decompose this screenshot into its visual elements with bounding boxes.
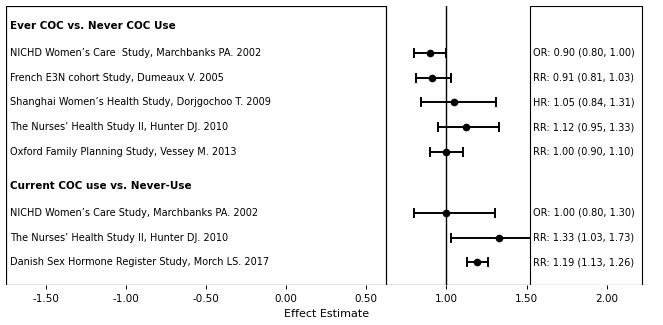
Text: RR: 1.12 (0.95, 1.33): RR: 1.12 (0.95, 1.33): [533, 122, 634, 132]
Text: Ever COC vs. Never COC Use: Ever COC vs. Never COC Use: [11, 21, 176, 31]
Text: Danish Sex Hormone Register Study, Morch LS. 2017: Danish Sex Hormone Register Study, Morch…: [11, 257, 269, 267]
Text: OR: 0.90 (0.80, 1.00): OR: 0.90 (0.80, 1.00): [533, 48, 634, 58]
Text: RR: 0.91 (0.81, 1.03): RR: 0.91 (0.81, 1.03): [533, 72, 634, 83]
Text: RR: 1.19 (1.13, 1.26): RR: 1.19 (1.13, 1.26): [533, 257, 634, 267]
Text: RR: 1.33 (1.03, 1.73): RR: 1.33 (1.03, 1.73): [533, 233, 634, 242]
Text: NICHD Women’s Care  Study, Marchbanks PA. 2002: NICHD Women’s Care Study, Marchbanks PA.…: [11, 48, 262, 58]
Text: French E3N cohort Study, Dumeaux V. 2005: French E3N cohort Study, Dumeaux V. 2005: [11, 72, 224, 83]
Text: OR: 1.00 (0.80, 1.30): OR: 1.00 (0.80, 1.30): [533, 208, 634, 218]
Text: The Nurses’ Health Study II, Hunter DJ. 2010: The Nurses’ Health Study II, Hunter DJ. …: [11, 233, 229, 242]
Text: HR: 1.05 (0.84, 1.31): HR: 1.05 (0.84, 1.31): [533, 98, 634, 107]
Text: RR: 1.00 (0.90, 1.10): RR: 1.00 (0.90, 1.10): [533, 147, 634, 157]
Bar: [5, 6, 386, 285]
Text: NICHD Women’s Care Study, Marchbanks PA. 2002: NICHD Women’s Care Study, Marchbanks PA.…: [11, 208, 259, 218]
Text: Oxford Family Planning Study, Vessey M. 2013: Oxford Family Planning Study, Vessey M. …: [11, 147, 237, 157]
Text: Current COC use vs. Never-Use: Current COC use vs. Never-Use: [11, 181, 192, 191]
Bar: [530, 6, 642, 285]
Text: The Nurses’ Health Study II, Hunter DJ. 2010: The Nurses’ Health Study II, Hunter DJ. …: [11, 122, 229, 132]
X-axis label: Effect Estimate: Effect Estimate: [284, 309, 369, 319]
Text: Shanghai Women’s Health Study, Dorjgochoo T. 2009: Shanghai Women’s Health Study, Dorjgocho…: [11, 98, 271, 107]
